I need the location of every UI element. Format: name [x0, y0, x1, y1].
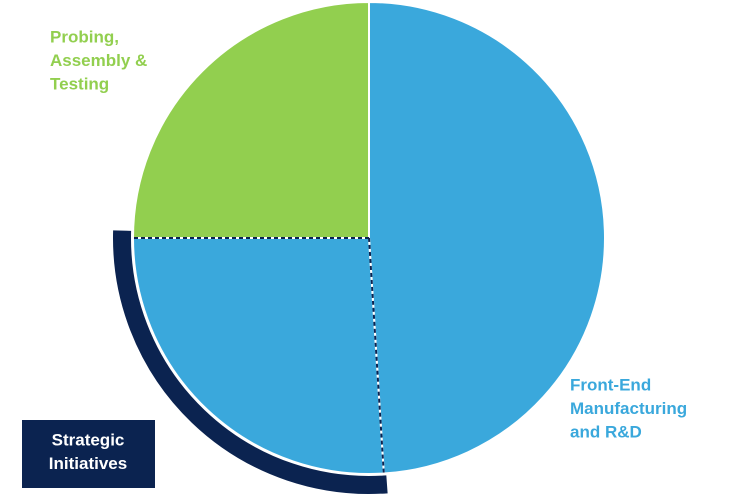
- slice-label: Strategic: [52, 430, 125, 449]
- slice-label: Testing: [50, 74, 109, 93]
- slice-label: Probing,: [50, 27, 119, 46]
- slice-divider: [368, 237, 385, 474]
- highlight-arc: [113, 230, 388, 494]
- pie-slice: [131, 237, 385, 475]
- label-box: [22, 420, 155, 488]
- slice-label: Assembly &: [50, 51, 147, 70]
- slice-label: Manufacturing: [570, 399, 687, 418]
- pie-slice: [131, 0, 370, 239]
- slice-label: and R&D: [570, 422, 642, 441]
- slice-label: Initiatives: [49, 454, 127, 473]
- pie-slice: [368, 0, 606, 475]
- slice-label: Front-End: [570, 375, 651, 394]
